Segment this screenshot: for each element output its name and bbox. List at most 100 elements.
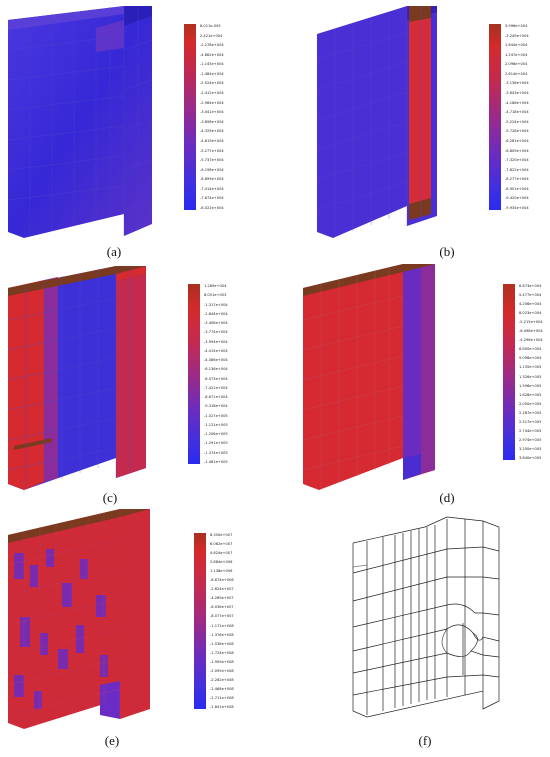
legend-tick-label: 8.600e+004 [519, 347, 542, 352]
legend-tick-label: -2.844e+004 [204, 311, 228, 316]
legend-tick-label: -7.421e+004 [204, 385, 228, 390]
legend-tick-label: -1.376e+008 [210, 632, 234, 637]
panel-d: 6.873e+004 5.477e+004 4.206e+004 8.023e+004… [275, 260, 550, 515]
legend-colorbar-c [188, 284, 200, 464]
legend-tick-label: 4.206e+004 [519, 302, 542, 307]
legend-tick-label: 2.884e+006 [210, 560, 233, 565]
legend-tick-label: 2.098e+004 [505, 62, 528, 67]
legend-tick-label: -1.484e+004 [200, 71, 224, 76]
legend-tick-label: -9.318e+004 [204, 404, 228, 409]
panel-c: 1.285e+004 8.051e+003 -1.317e+004 -2.844e+0… [0, 260, 275, 515]
legend-tick-label: 5.477e+004 [519, 293, 542, 298]
legend-tick-label: -1.909e+008 [210, 659, 234, 664]
legend-tick-label: -1.171e+008 [210, 623, 234, 628]
legend-tick-label: -9.934e+004 [505, 206, 529, 210]
panel-label-e: (e) [104, 733, 120, 748]
legend-tick-label: 4.624e+007 [210, 551, 233, 556]
panel-b: 3.996e+004 -3.249e+004 1.844e+004 1.247e+00… [275, 0, 550, 265]
legend-tick-label: 8.350e+007 [210, 533, 233, 537]
legend-tick-label: -2.711e+008 [210, 695, 234, 700]
legend-tick-label: -4.296e+004 [519, 338, 543, 343]
legend-tick-label: 2.287e+005 [519, 410, 542, 415]
panel-label-d: (d) [439, 490, 455, 505]
legend-tick-label: 2.517e+005 [519, 419, 542, 424]
legend-tick-label: -6.036e+007 [210, 605, 234, 610]
legend-tick-label: 3.996e+004 [505, 24, 528, 28]
legend-tick-label: -7.414e+004 [200, 186, 224, 191]
legend-tick-label: -6.136e+004 [204, 367, 228, 372]
legend-tick-label: -2.624e+007 [210, 587, 234, 592]
legend-tick-label: -4.415e+004 [204, 348, 228, 353]
contour-plot-c [7, 266, 146, 490]
legend-tick-label: -8.901e+004 [505, 186, 529, 191]
legend-tick-label: 8.051e+003 [204, 293, 227, 298]
legend-tick-label: -7.822e+004 [505, 167, 529, 172]
legend-tick-label: 1.596e+005 [519, 383, 542, 388]
legend-tick-label: -7.320e+004 [505, 158, 529, 163]
legend-tick-label: -2.984e+004 [200, 100, 224, 105]
legend-tick-label: 1.247e+004 [505, 52, 528, 57]
legend-tick-label: 6.011e-005 [200, 24, 221, 28]
legend-tick-label: -6.498e+004 [519, 329, 543, 334]
legend-tick-label: -5.215e+004 [519, 320, 543, 325]
legend-tick-label: 2.421e+004 [200, 33, 223, 38]
legend-tick-label: 1.828e+005 [519, 392, 542, 397]
legend-tick-label: -3.249e+004 [505, 33, 529, 38]
legend-tick-label: -1.121e+005 [204, 422, 228, 427]
legend-tick-label: -6.573e+004 [204, 376, 228, 381]
legend-tick-label: 1.138e+006 [210, 569, 233, 574]
legend-tick-label: -7.874e+004 [200, 196, 224, 201]
legend-tick-label: -4.718e+004 [505, 110, 529, 115]
legend-colorbar-a [184, 24, 196, 210]
contour-plot-b [316, 6, 437, 238]
legend-colorbar-e [194, 533, 206, 709]
legend-tick-label: -8.277e+004 [505, 177, 529, 182]
legend-tick-label: 6.062e+007 [210, 542, 233, 547]
legend-tick-label: -2.412e+004 [200, 91, 224, 96]
legend-tick-label: -4.862e+004 [200, 52, 224, 57]
legend-tick-label: 3.640e+005 [519, 456, 542, 460]
legend-tick-label: -2.282e+008 [210, 677, 234, 682]
legend-tick-label: -1.538e+008 [210, 641, 234, 646]
legend-tick-label: -3.136e+004 [505, 81, 529, 86]
legend-tick-label: -6.198e+004 [200, 167, 224, 172]
legend-colorbar-d [503, 284, 515, 460]
legend-tick-label: -3.898e+004 [200, 119, 224, 124]
legend-tick-label: -3.441e+004 [200, 110, 224, 115]
legend-tick-label: -2.024e+004 [200, 81, 224, 86]
legend-tick-label: -8.674e+006 [210, 578, 234, 583]
legend-tick-label: -5.224e+004 [505, 119, 529, 124]
legend-tick-label: -3.774e+004 [204, 330, 228, 335]
legend-tick-label: -2.278e+004 [200, 43, 224, 48]
legend-tick-label: 1.844e+004 [505, 43, 528, 48]
legend-tick-label: -1.461e+005 [204, 460, 228, 464]
legend-tick-label: -9.420e+004 [505, 196, 529, 201]
legend-tick-label: -4.386e+004 [204, 358, 228, 363]
panel-e: 8.350e+007 6.062e+007 4.624e+007 2.884e+006… [0, 505, 275, 757]
legend-tick-label: -4.819e+004 [200, 138, 224, 143]
legend-tick-label: -3.408e+004 [204, 321, 228, 326]
legend-tick-label: -5.737e+004 [200, 158, 224, 163]
panel-label-a: (a) [106, 244, 122, 259]
legend-tick-label: -6.809e+004 [505, 148, 529, 153]
legend-tick-label: -6.699e+004 [200, 177, 224, 182]
legend-tick-label: -1.206e+005 [204, 432, 228, 437]
legend-tick-label: -8.077e+007 [210, 614, 234, 619]
panel-a: 6.011e-005 2.421e+004 -2.278e+004 -4.862e+0… [0, 0, 275, 265]
legend-tick-label: 1.135e+005 [519, 365, 542, 370]
legend-tick-label: -3.643e+004 [505, 91, 529, 96]
legend-tick-label: -3.994e+004 [204, 339, 228, 344]
legend-tick-label: 2.974e+005 [519, 437, 542, 442]
contour-plot-d [302, 264, 435, 490]
legend-tick-label: -2.841e+008 [210, 705, 234, 709]
legend-tick-label: -4.329e+004 [200, 129, 224, 134]
legend-tick-label: -2.095e+008 [210, 668, 234, 673]
legend-tick-label: -1.374e+005 [204, 450, 228, 455]
legend-tick-label: 6.873e+004 [519, 284, 542, 288]
legend-tick-label: 2.614e+004 [505, 71, 528, 76]
panel-label-c: (c) [102, 490, 118, 505]
legend-tick-label: -1.027e+005 [204, 413, 228, 418]
legend-tick-label: -1.724e+008 [210, 650, 234, 655]
panel-f: (f) [275, 505, 550, 757]
legend-tick-label: -1.291e+005 [204, 441, 228, 446]
